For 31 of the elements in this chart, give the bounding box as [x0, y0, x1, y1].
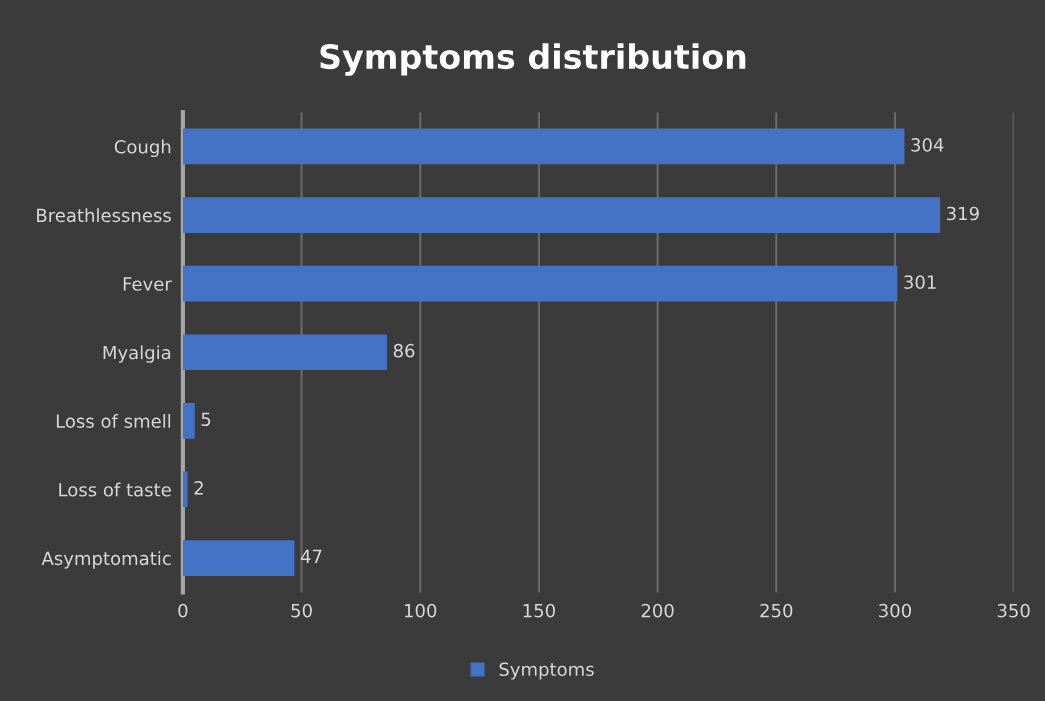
y-tick-label: Fever: [123, 277, 172, 291]
bar: [182, 128, 905, 165]
data-label: 301: [904, 275, 936, 289]
y-tick-label: Breathlessness: [37, 208, 171, 223]
y-tick-label: Loss of smell: [56, 413, 171, 428]
data-label: 319: [947, 206, 979, 221]
data-label: 5: [201, 412, 211, 427]
bar: [182, 471, 188, 508]
y-tick-label: Asymptomatic: [41, 551, 171, 569]
legend-label: Symptoms: [499, 662, 594, 680]
y-tick-label: Cough: [114, 139, 171, 158]
data-label: 47: [300, 549, 322, 564]
x-tick-label: 200: [641, 603, 674, 618]
bar: [182, 334, 388, 371]
x-tick-label: 100: [404, 603, 437, 618]
bar: [182, 265, 898, 302]
data-label: 86: [393, 343, 415, 358]
bar: [182, 197, 941, 233]
x-tick-label: 300: [879, 603, 911, 618]
bar: [182, 540, 295, 576]
x-tick-label: 50: [291, 603, 312, 618]
x-tick-label: 250: [760, 603, 793, 618]
x-tick-label: 350: [997, 603, 1030, 618]
x-tick-label: 150: [523, 603, 555, 618]
y-tick-label: Myalgia: [103, 345, 171, 363]
x-tick-label: 0: [178, 603, 188, 618]
y-tick-label: Loss of taste: [59, 482, 171, 497]
data-label: 304: [911, 138, 944, 152]
bar: [182, 403, 195, 439]
chart-title: Symptoms distribution: [320, 43, 746, 76]
data-label: 2: [194, 481, 203, 495]
